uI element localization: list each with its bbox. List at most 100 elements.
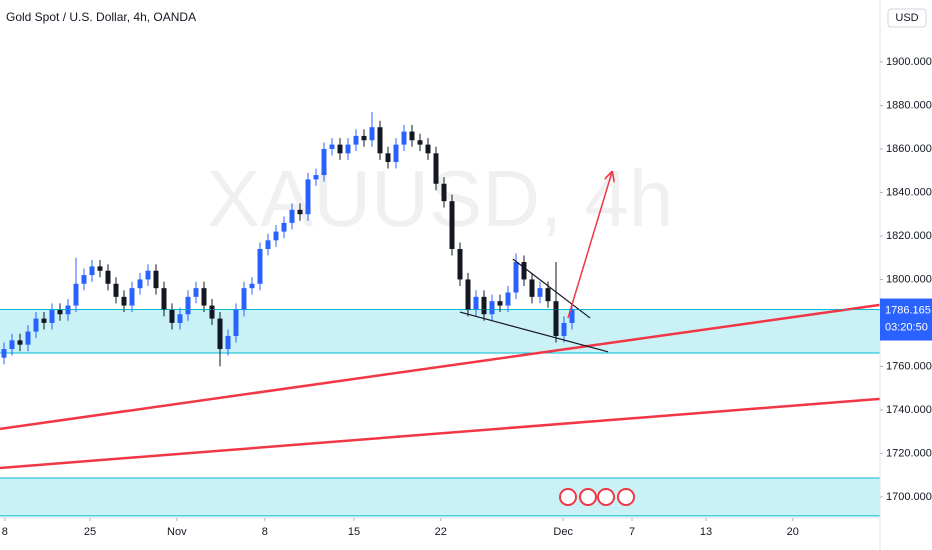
trend-line — [567, 172, 612, 319]
candle-body — [153, 270, 159, 289]
candle-body — [217, 318, 223, 350]
y-tick-label: 1800.000 — [886, 273, 932, 285]
candle-body — [569, 309, 575, 323]
candle-body — [137, 279, 143, 289]
candle-body — [449, 201, 455, 249]
candle-body — [257, 248, 263, 284]
y-tick-label: 1900.000 — [886, 56, 932, 68]
candle-body — [385, 153, 391, 163]
currency: USD — [895, 12, 918, 24]
candle-body — [33, 318, 39, 332]
candle-body — [369, 127, 375, 141]
x-tick-label: 13 — [700, 526, 712, 538]
y-tick-label: 1840.000 — [886, 186, 932, 198]
candle-body — [9, 340, 15, 350]
candle-body — [249, 283, 255, 289]
y-tick-label: 1720.000 — [886, 447, 932, 459]
candle-body — [473, 296, 479, 310]
candle-body — [329, 144, 335, 149]
y-tick-label: 1860.000 — [886, 143, 932, 155]
x-tick-label: 25 — [84, 526, 96, 538]
candle-body — [233, 309, 239, 336]
countdown: 03:20:50 — [885, 321, 928, 333]
candle-body — [145, 270, 151, 280]
candle-body — [337, 144, 343, 154]
price-label-box — [880, 298, 932, 341]
candle-body — [225, 335, 231, 350]
candle-body — [177, 314, 183, 323]
candle-body — [465, 279, 471, 310]
candle-body — [297, 209, 303, 215]
candle-body — [441, 183, 447, 202]
candle-body — [561, 322, 567, 336]
y-tick-label: 1700.000 — [886, 491, 932, 503]
event-icon[interactable] — [579, 488, 597, 506]
candle-body — [305, 179, 311, 215]
trend-line — [512, 258, 591, 319]
candle-body — [105, 270, 111, 284]
candle-body — [265, 240, 271, 249]
candle-body — [313, 175, 319, 180]
y-tick-label: 1760.000 — [886, 360, 932, 372]
trend-line — [0, 303, 881, 431]
candle-body — [489, 301, 495, 315]
candle-body — [401, 131, 407, 145]
y-tick-label: 1740.000 — [886, 404, 932, 416]
candle-body — [521, 262, 527, 280]
candle-body — [161, 288, 167, 310]
candle-body — [17, 340, 23, 345]
candle-body — [89, 266, 95, 276]
candle-body — [497, 301, 503, 306]
candle-body — [417, 140, 423, 145]
currency-box[interactable] — [887, 8, 927, 28]
candle-body — [377, 127, 383, 154]
x-tick-label: 7 — [629, 526, 635, 538]
x-tick-label: 15 — [348, 526, 360, 538]
x-tick-label: 8 — [262, 526, 268, 538]
chart-title: Gold Spot / U.S. Dollar, 4h, OANDA — [6, 10, 196, 24]
candle-body — [65, 305, 71, 315]
candle-body — [25, 331, 31, 345]
candle-body — [513, 262, 519, 293]
candle-body — [321, 148, 327, 176]
price-label: 1786.165 — [885, 304, 931, 316]
candle-body — [553, 301, 559, 336]
candle-body — [481, 296, 487, 315]
candle-body — [57, 309, 63, 315]
candle-body — [281, 222, 287, 232]
candle-body — [169, 309, 175, 323]
candle-body — [457, 248, 463, 280]
candle-body — [433, 153, 439, 184]
trend-line — [0, 397, 881, 470]
candle-body — [529, 279, 535, 297]
candle-body — [49, 309, 55, 323]
zone — [0, 309, 880, 353]
candle-body — [289, 209, 295, 223]
candle-body — [81, 275, 87, 284]
candle-body — [41, 318, 47, 323]
y-tick-label: 1880.000 — [886, 99, 932, 111]
candle-body — [273, 231, 279, 241]
candle-body — [113, 283, 119, 297]
event-icon[interactable] — [559, 488, 577, 506]
x-tick-label: 20 — [787, 526, 799, 538]
candle-body — [409, 131, 415, 141]
candle-body — [193, 288, 199, 297]
candle-body — [121, 296, 127, 306]
candle-body — [129, 288, 135, 306]
candle-body — [185, 296, 191, 315]
candle-body — [73, 283, 79, 306]
event-icon[interactable] — [597, 488, 615, 506]
event-icons[interactable] — [559, 488, 635, 506]
candle-body — [505, 292, 511, 306]
candle-body — [537, 288, 543, 297]
event-icon[interactable] — [617, 488, 635, 506]
candle-body — [545, 288, 551, 302]
candle-body — [241, 288, 247, 310]
x-tick-label: 22 — [435, 526, 447, 538]
zone — [0, 477, 880, 516]
candle-body — [345, 144, 351, 154]
candle-body — [97, 266, 103, 271]
